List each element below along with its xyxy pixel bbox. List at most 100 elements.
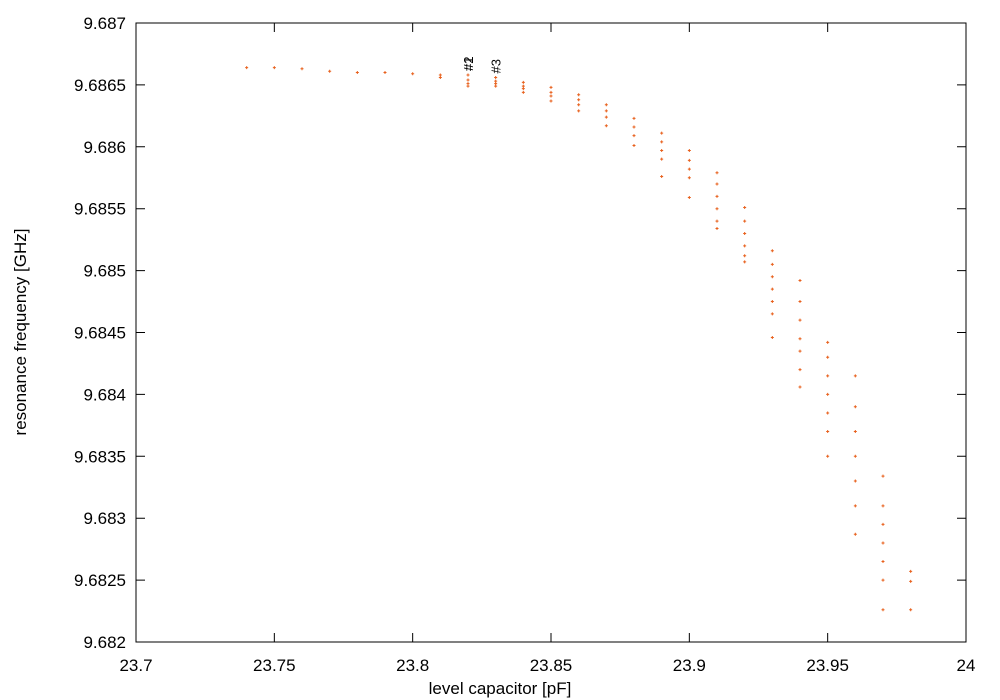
point (881, 560, 885, 564)
point (881, 504, 885, 508)
y-tick-label: 9.6855 (74, 200, 126, 219)
point (549, 99, 553, 103)
point (660, 140, 664, 144)
point (521, 87, 525, 91)
point (687, 158, 691, 162)
point (798, 318, 802, 322)
point (826, 392, 830, 396)
point (521, 90, 525, 94)
point (909, 608, 913, 612)
annotation: #2 (461, 57, 476, 71)
point (466, 73, 470, 77)
point (853, 532, 857, 536)
point (715, 171, 719, 175)
point (826, 374, 830, 378)
point (881, 541, 885, 545)
point (687, 176, 691, 180)
x-tick-label: 23.95 (806, 656, 849, 675)
point (798, 337, 802, 341)
plot-frame (135, 22, 967, 643)
y-tick-label: 9.686 (83, 138, 126, 157)
point (770, 249, 774, 253)
point (577, 93, 581, 97)
annotation: #1 (461, 57, 476, 71)
point (770, 312, 774, 316)
point (577, 109, 581, 113)
point (632, 116, 636, 120)
point (687, 196, 691, 200)
point (355, 71, 359, 75)
point (853, 374, 857, 378)
point (853, 405, 857, 409)
point (660, 149, 664, 153)
point (687, 149, 691, 153)
point (798, 300, 802, 304)
x-tick-label: 24 (957, 656, 976, 675)
point (770, 300, 774, 304)
point (853, 479, 857, 483)
annotation: #3 (489, 59, 504, 73)
point (743, 244, 747, 248)
point (245, 66, 249, 70)
point (604, 103, 608, 107)
point (272, 66, 276, 70)
point (604, 124, 608, 128)
point (328, 69, 332, 73)
point (826, 430, 830, 434)
point (438, 75, 442, 79)
point (798, 279, 802, 283)
point (909, 579, 913, 583)
point (660, 131, 664, 135)
point (632, 125, 636, 129)
point (494, 84, 498, 88)
point (909, 569, 913, 573)
point (687, 167, 691, 171)
point (881, 474, 885, 478)
point (660, 175, 664, 179)
y-tick-label: 9.687 (83, 14, 126, 33)
point (604, 115, 608, 119)
point (549, 94, 553, 98)
point (853, 430, 857, 434)
y-tick-label: 9.684 (83, 385, 126, 404)
point (826, 340, 830, 344)
point (715, 227, 719, 231)
point (743, 254, 747, 258)
x-tick-label: 23.7 (119, 656, 152, 675)
point (300, 67, 304, 71)
point (881, 522, 885, 526)
x-tick-label: 23.8 (396, 656, 429, 675)
point (826, 355, 830, 359)
point (853, 454, 857, 458)
point (881, 578, 885, 582)
point (826, 411, 830, 415)
point (577, 103, 581, 107)
point (798, 349, 802, 353)
point (743, 219, 747, 223)
point (549, 90, 553, 94)
y-tick-label: 9.6865 (74, 76, 126, 95)
point (632, 134, 636, 138)
point (743, 260, 747, 264)
y-tick-label: 9.683 (83, 509, 126, 528)
x-tick-label: 23.9 (673, 656, 706, 675)
x-axis-label: level capacitor [pF] (429, 679, 572, 698)
point (798, 385, 802, 389)
point (770, 262, 774, 266)
point (660, 157, 664, 161)
y-tick-label: 9.6825 (74, 571, 126, 590)
point (715, 207, 719, 211)
point (743, 205, 747, 209)
point (411, 72, 415, 76)
point (383, 71, 387, 75)
point (881, 608, 885, 612)
point (494, 75, 498, 79)
point (604, 109, 608, 113)
point (770, 335, 774, 339)
point (798, 368, 802, 372)
x-tick-label: 23.85 (530, 656, 573, 675)
y-tick-label: 9.6845 (74, 324, 126, 343)
y-tick-label: 9.682 (83, 633, 126, 652)
y-tick-label: 9.685 (83, 262, 126, 281)
y-axis-label: resonance frequency [GHz] (11, 229, 30, 436)
